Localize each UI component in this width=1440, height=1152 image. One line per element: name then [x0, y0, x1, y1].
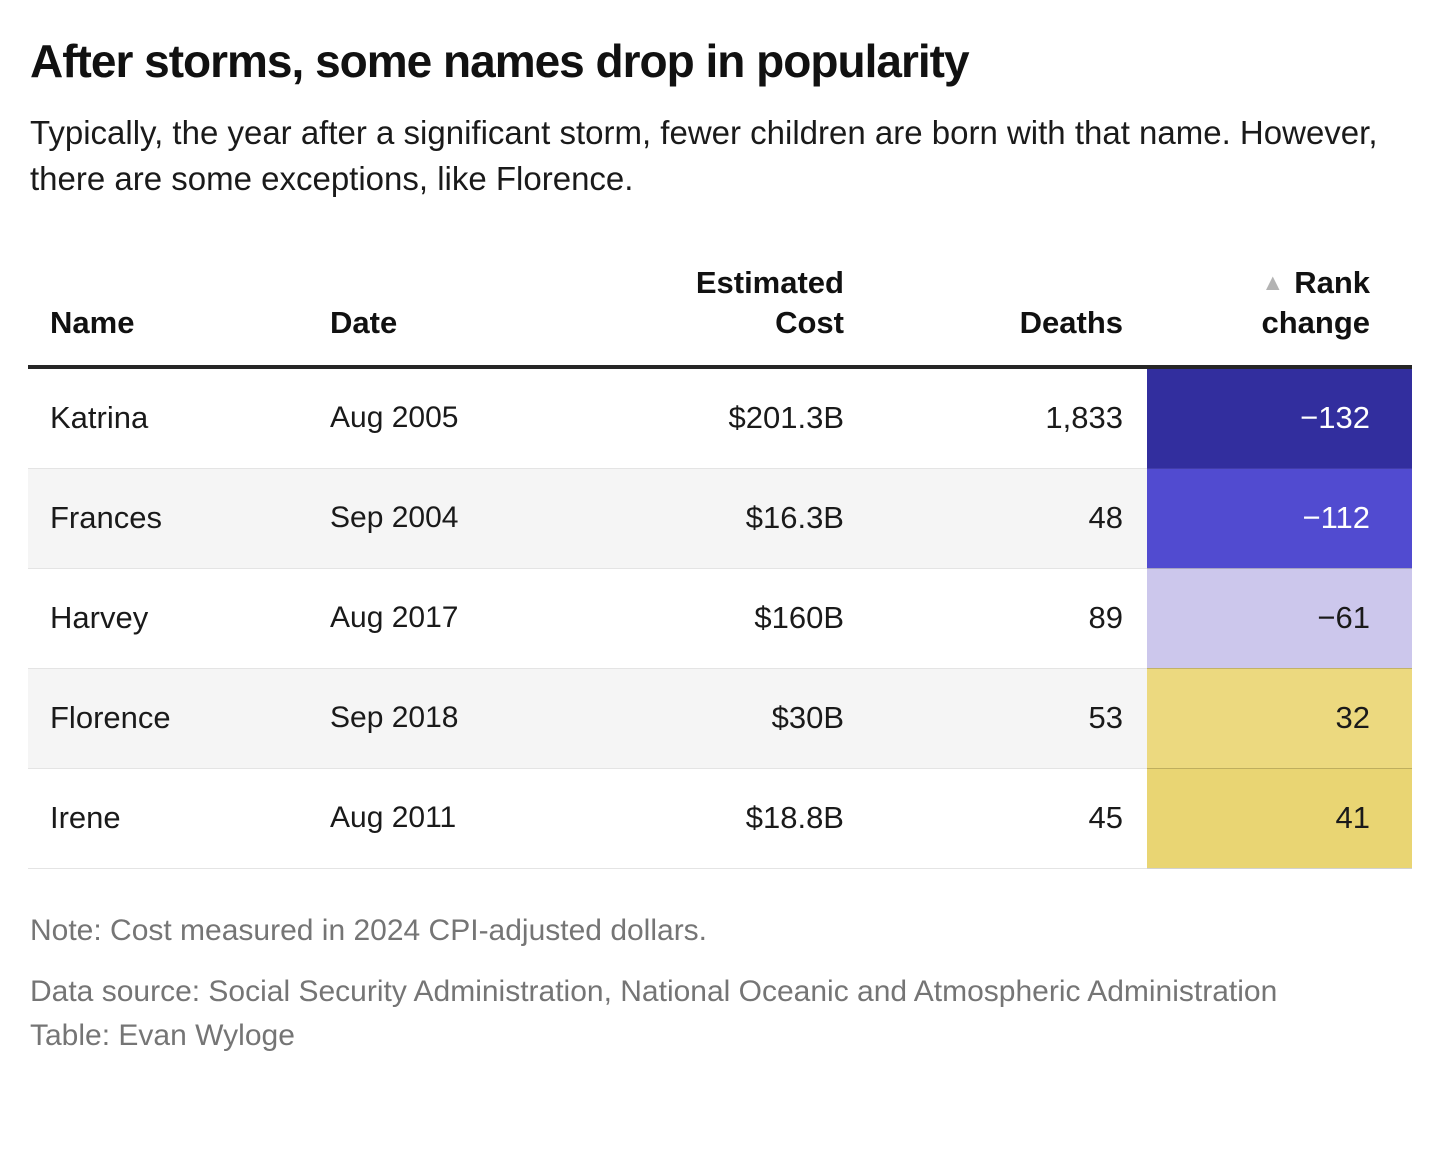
deaths-cell: 45: [868, 768, 1147, 869]
cost-header-line1: Estimated: [695, 265, 844, 301]
date-cell: Aug 2011: [308, 768, 588, 869]
rank-change-cell: −112: [1147, 468, 1412, 569]
page-root: After storms, some names drop in popular…: [28, 35, 1412, 1056]
deaths-cell: 1,833: [868, 366, 1147, 469]
cost-cell: $16.3B: [588, 468, 868, 569]
cost-cell: $30B: [588, 668, 868, 769]
rank-header-line2: change: [1261, 305, 1370, 340]
cost-cell: $18.8B: [588, 768, 868, 869]
column-header-estimated-cost: Estimated Cost: [588, 263, 868, 369]
table-footer: Note: Cost measured in 2024 CPI-adjusted…: [30, 911, 1412, 1056]
table-row: Florence Sep 2018 $30B 53 32: [28, 668, 1412, 769]
data-source-text: Data source: Social Security Administrat…: [30, 974, 1278, 1008]
deaths-cell: 48: [868, 468, 1147, 569]
date-cell: Aug 2017: [308, 568, 588, 669]
name-cell: Florence: [28, 668, 308, 769]
rank-header-line1: Rank: [1294, 265, 1370, 301]
note-text: Note: Cost measured in 2024 CPI-adjusted…: [30, 913, 708, 947]
table-row: Frances Sep 2004 $16.3B 48 −112: [28, 468, 1412, 569]
name-cell: Harvey: [28, 568, 308, 669]
column-header-rank-change[interactable]: ▲ Rank change: [1147, 263, 1412, 369]
name-cell: Frances: [28, 468, 308, 569]
page-subtitle: Typically, the year after a significant …: [30, 114, 1378, 197]
table-row: Irene Aug 2011 $18.8B 45 41: [28, 768, 1412, 869]
cost-header-line2: Cost: [775, 305, 844, 340]
name-cell: Irene: [28, 768, 308, 869]
cost-cell: $160B: [588, 568, 868, 669]
deaths-cell: 53: [868, 668, 1147, 769]
table-credit-text: Table: Evan Wyloge: [30, 1019, 295, 1053]
deaths-cell: 89: [868, 568, 1147, 669]
rank-change-cell: 41: [1147, 768, 1412, 869]
column-header-deaths: Deaths: [868, 263, 1147, 369]
table-row: Katrina Aug 2005 $201.3B 1,833 −132: [28, 366, 1412, 469]
storms-table: Name Date Estimated Cost Deaths ▲ Rank ch…: [28, 263, 1412, 869]
page-title: After storms, some names drop in popular…: [30, 35, 970, 87]
rank-change-cell: −132: [1147, 366, 1412, 469]
date-cell: Aug 2005: [308, 366, 588, 469]
cost-cell: $201.3B: [588, 366, 868, 469]
name-cell: Katrina: [28, 366, 308, 469]
table-header-row: Name Date Estimated Cost Deaths ▲ Rank ch…: [28, 263, 1412, 369]
rank-change-cell: −61: [1147, 568, 1412, 669]
date-cell: Sep 2004: [308, 468, 588, 569]
rank-change-cell: 32: [1147, 668, 1412, 769]
column-header-name: Name: [28, 263, 308, 369]
sort-ascending-icon: ▲: [1261, 269, 1285, 296]
date-cell: Sep 2018: [308, 668, 588, 769]
table-row: Harvey Aug 2017 $160B 89 −61: [28, 568, 1412, 669]
column-header-date: Date: [308, 263, 588, 369]
